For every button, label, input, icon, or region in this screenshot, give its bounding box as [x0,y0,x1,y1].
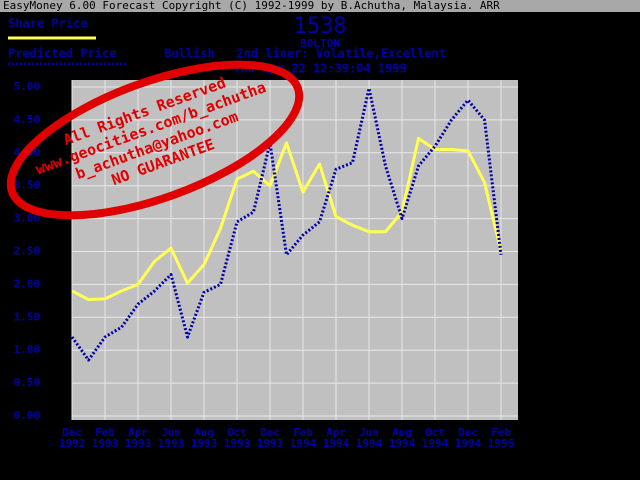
window-title: EasyMoney 6.00 Forecast Copyright (C) 19… [3,0,500,12]
x-tick-label: Feb 1994 [289,426,317,450]
x-tick-label: Dec 1993 [256,426,284,450]
stock-name: BOLTON [300,37,340,50]
legend-label: Share Price [8,17,87,31]
series-line [71,136,503,302]
y-tick-label: 0.50 [14,376,41,389]
stock-code: 1538 [294,14,347,39]
y-tick-label: 0.00 [14,409,41,422]
x-tick-label: Feb 1993 [91,426,119,450]
x-tick-label: Oct 1994 [421,426,449,450]
x-tick-label: Aug 1994 [388,426,416,450]
y-tick-label: 3.00 [14,212,41,225]
x-tick-label: Feb 1995 [487,426,515,450]
y-tick-label: 1.50 [14,310,41,323]
y-tick-label: 4.50 [14,113,41,126]
y-tick-label: 1.00 [14,343,41,356]
y-tick-label: 2.00 [14,277,41,290]
title-bar [0,0,640,12]
x-tick-label: Apr 1993 [124,426,152,450]
x-tick-label: Dec 1994 [454,426,482,450]
legend-label: Predicted Price [8,47,116,61]
x-tick-label: Jun 1994 [355,426,383,450]
rating: Bullish 2nd liner: Volatile,Excellent [164,47,446,61]
x-tick-label: Oct 1993 [223,426,251,450]
plot-area [72,80,518,420]
y-tick-label: 2.50 [14,245,41,258]
x-tick-label: Aug 1993 [190,426,218,450]
y-tick-label: 5.00 [14,80,41,93]
x-tick-label: Dec 1992 [58,426,86,450]
y-tick-label: 3.50 [14,179,41,192]
x-tick-label: Apr 1994 [322,426,350,450]
stamp-ring [6,60,304,220]
x-tick-label: Jun 1993 [157,426,185,450]
